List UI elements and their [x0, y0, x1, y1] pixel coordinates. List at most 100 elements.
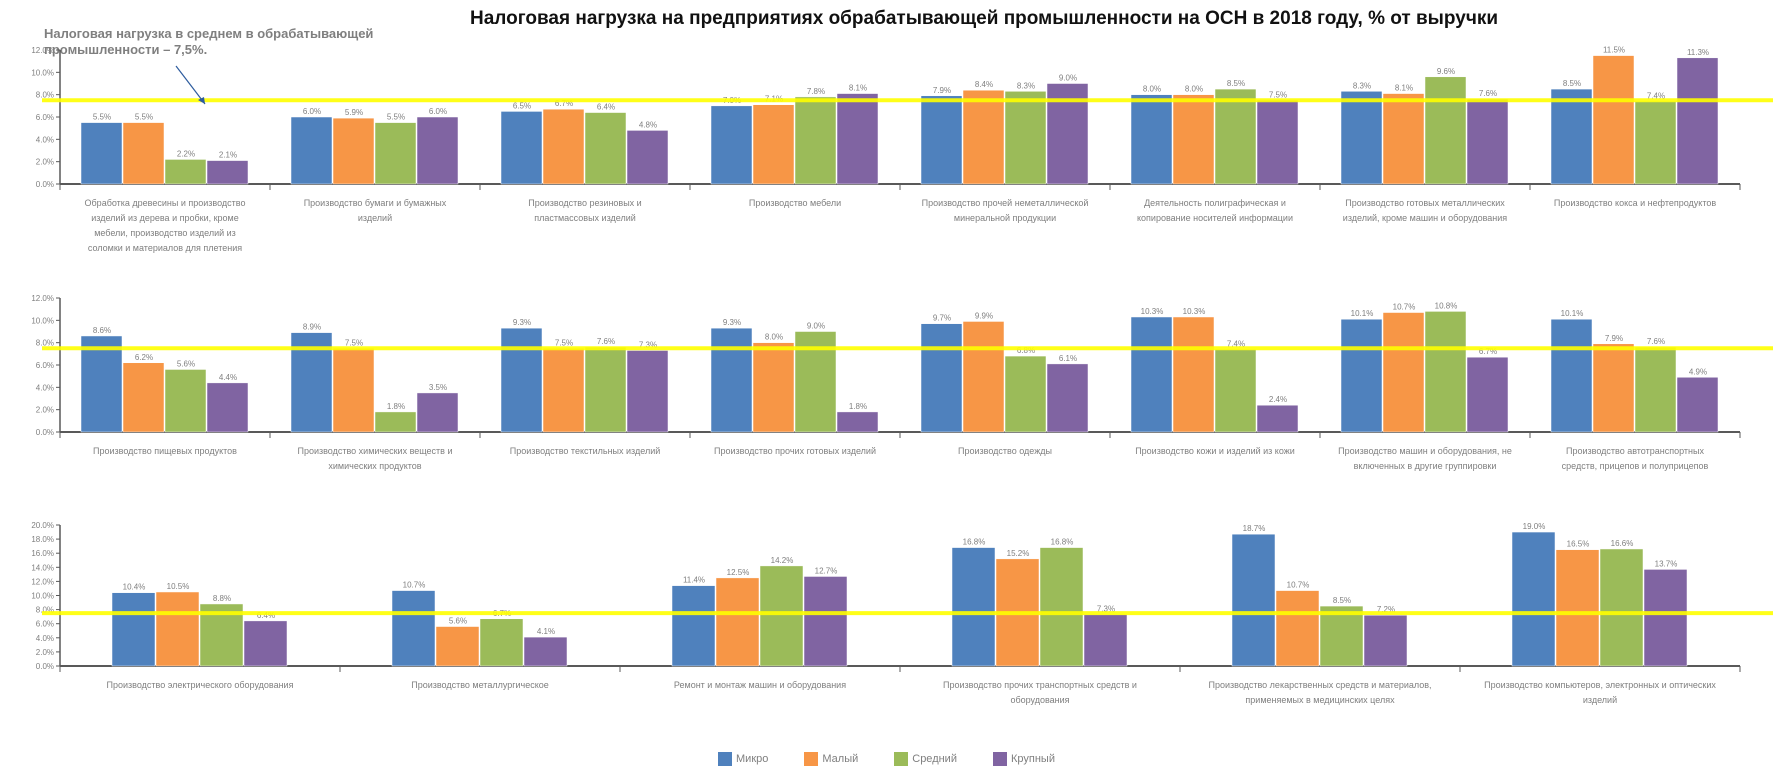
- category-label-line: копирование носителей информации: [1137, 213, 1293, 223]
- bar-Малый: [122, 362, 165, 433]
- bar-value-label: 6.0%: [303, 107, 321, 116]
- bar-value-label: 10.8%: [1435, 301, 1458, 310]
- bar-value-label: 6.7%: [1479, 347, 1497, 356]
- y-tick-label: 12.0%: [31, 577, 54, 586]
- bar-Крупный: [523, 636, 568, 667]
- y-tick-label: 14.0%: [31, 563, 54, 572]
- category-label: Деятельность полиграфическая и копировани…: [1137, 198, 1293, 223]
- bar-Средний: [584, 112, 627, 185]
- bar-value-label: 10.7%: [1287, 581, 1310, 590]
- category-label-line: изделий: [1583, 695, 1617, 705]
- y-tick-label: 2.0%: [36, 406, 54, 415]
- category-label: Производство компьютеров, электронных и …: [1484, 680, 1716, 705]
- y-tick-label: 18.0%: [31, 535, 54, 544]
- category-label-line: Деятельность полиграфическая и: [1144, 198, 1286, 208]
- y-tick-label: 4.0%: [36, 634, 54, 643]
- category-label: Производство химических веществ и химичес…: [297, 446, 452, 471]
- bar-Крупный: [836, 411, 879, 433]
- legend-item: Крупный: [992, 752, 1055, 766]
- bar-value-label: 10.3%: [1183, 307, 1206, 316]
- category-label: Ремонт и монтаж машин и оборудования: [674, 680, 846, 690]
- bar-Крупный: [416, 392, 459, 433]
- bar-value-label: 6.2%: [135, 353, 153, 362]
- category-label: Производство лекарственных средств и мат…: [1209, 680, 1432, 705]
- bar-Средний: [794, 96, 837, 185]
- bar-Малый: [1592, 55, 1635, 185]
- legend-item: Средний: [894, 752, 957, 766]
- bar-Средний: [1004, 91, 1047, 185]
- bar-Крупный: [1256, 100, 1299, 185]
- bar-value-label: 13.7%: [1655, 559, 1678, 568]
- bar-value-label: 11.5%: [1603, 46, 1625, 55]
- bar-value-label: 12.7%: [815, 566, 838, 575]
- bar-Крупный: [836, 93, 879, 185]
- y-tick-label: 6.0%: [36, 620, 54, 629]
- bar-value-label: 2.4%: [1269, 395, 1287, 404]
- category-label: Производство кожи и изделий из кожи: [1135, 446, 1295, 456]
- bar-value-label: 8.5%: [1333, 596, 1351, 605]
- bar-value-label: 7.6%: [1647, 337, 1665, 346]
- category-label: Производство пищевых продуктов: [93, 446, 237, 456]
- category-label-line: оборудования: [1010, 695, 1069, 705]
- bar-value-label: 2.2%: [177, 149, 195, 158]
- bar-Малый: [542, 108, 585, 185]
- category-label-line: применяемых в медицинских целях: [1245, 695, 1395, 705]
- category-label-line: Производство текстильных изделий: [510, 446, 661, 456]
- category-label-line: включенных в другие группировки: [1354, 461, 1497, 471]
- bar-value-label: 5.6%: [177, 359, 195, 368]
- bar-Микро: [710, 105, 753, 185]
- bar-value-label: 4.8%: [639, 120, 657, 129]
- annotation-arrow: [175, 65, 206, 105]
- bar-value-label: 7.3%: [639, 340, 657, 349]
- bar-Малый: [122, 122, 165, 185]
- bar-value-label: 6.4%: [257, 611, 275, 620]
- bar-value-label: 1.8%: [849, 402, 867, 411]
- category-label-line: мебели, производство изделий из: [94, 228, 236, 238]
- y-tick-label: 4.0%: [36, 383, 54, 392]
- bar-value-label: 7.5%: [555, 338, 573, 347]
- bar-value-label: 6.7%: [555, 99, 573, 108]
- y-tick-label: 4.0%: [36, 135, 54, 144]
- bar-Средний: [479, 618, 524, 667]
- category-label: Производство прочей неметаллической минер…: [922, 198, 1089, 223]
- y-tick-label: 0.0%: [36, 428, 54, 437]
- category-label: Обработка древесины и производство издели…: [85, 198, 246, 253]
- category-label-line: Производство бумаги и бумажных: [304, 198, 447, 208]
- category-label-line: пластмассовых изделий: [534, 213, 636, 223]
- category-label-line: Производство прочих готовых изделий: [714, 446, 876, 456]
- bar-value-label: 9.0%: [807, 322, 825, 331]
- bar-value-label: 9.3%: [513, 318, 531, 327]
- category-label-line: Производство кожи и изделий из кожи: [1135, 446, 1295, 456]
- bar-value-label: 8.9%: [303, 323, 321, 332]
- bar-value-label: 5.5%: [93, 113, 111, 122]
- bar-value-label: 2.1%: [219, 151, 237, 160]
- category-label: Производство прочих готовых изделий: [714, 446, 876, 456]
- bar-value-label: 10.7%: [403, 581, 426, 590]
- bar-Малый: [332, 348, 375, 433]
- category-label-line: Производство резиновых и: [528, 198, 641, 208]
- category-label: Производство текстильных изделий: [510, 446, 661, 456]
- bar-Средний: [1424, 76, 1467, 185]
- category-label-line: изделий из дерева и пробки, кроме: [91, 213, 239, 223]
- y-tick-label: 2.0%: [36, 648, 54, 657]
- bar-value-label: 7.8%: [807, 87, 825, 96]
- y-tick-label: 12.0%: [31, 294, 54, 303]
- bar-value-label: 4.1%: [537, 627, 555, 636]
- chart-title: Налоговая нагрузка на предприятиях обраб…: [470, 8, 1499, 29]
- bar-Крупный: [1466, 356, 1509, 433]
- category-label-line: Производство лекарственных средств и мат…: [1209, 680, 1432, 690]
- bar-value-label: 4.4%: [219, 373, 237, 382]
- category-label-line: Производство прочих транспортных средств…: [943, 680, 1137, 690]
- bar-Микро: [1231, 533, 1276, 667]
- bar-Микро: [80, 122, 123, 185]
- category-label-line: Обработка древесины и производство: [85, 198, 246, 208]
- bar-Микро: [671, 585, 716, 667]
- bar-value-label: 16.5%: [1567, 540, 1590, 549]
- bar-Средний: [1004, 355, 1047, 433]
- bar-Крупный: [206, 160, 249, 185]
- bar-value-label: 15.2%: [1007, 549, 1030, 558]
- bar-value-label: 7.9%: [933, 86, 951, 95]
- bar-Крупный: [1676, 57, 1719, 185]
- bar-Средний: [374, 411, 417, 433]
